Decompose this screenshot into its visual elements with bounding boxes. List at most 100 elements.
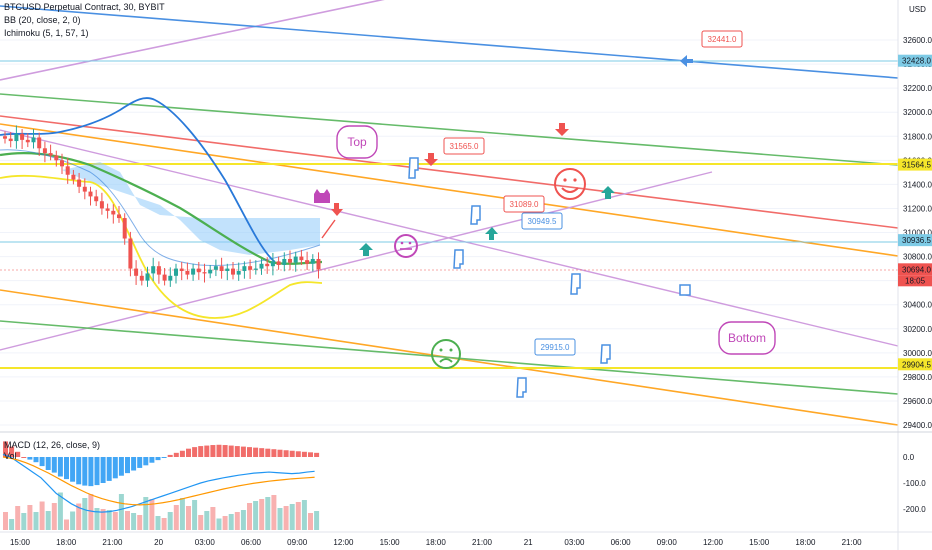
price-tag-label: 29904.5 xyxy=(902,360,931,369)
candle-body xyxy=(242,266,247,271)
volume-bar xyxy=(118,494,124,530)
macd-hist-bar xyxy=(265,448,271,457)
macd-hist-bar xyxy=(118,457,124,476)
candle-body xyxy=(316,258,321,270)
candle-body xyxy=(305,260,310,264)
volume-bar xyxy=(100,509,106,530)
candle-body xyxy=(37,137,42,149)
volume-bar xyxy=(57,492,63,530)
candle-body xyxy=(310,258,315,264)
candles xyxy=(3,125,321,287)
volume-bar xyxy=(308,513,313,530)
countdown-bg xyxy=(898,275,932,287)
pointing-hand-icon xyxy=(408,157,419,179)
macd-hist-bar xyxy=(88,457,94,487)
volume-bar xyxy=(21,513,27,530)
candle-body xyxy=(191,268,196,275)
macd-hist-bar xyxy=(21,457,27,458)
macd-hist-bar xyxy=(9,446,15,457)
candle-body xyxy=(293,256,298,263)
macd-hist-bar xyxy=(198,446,204,457)
volume-bar xyxy=(210,507,216,530)
volume-bar xyxy=(289,504,295,530)
annotation-30949: 30949.5 xyxy=(528,217,557,226)
legend-ichimoku: Ichimoku (5, 1, 57, 1) xyxy=(4,28,89,38)
y-tick-label: 31200.0 xyxy=(903,204,932,213)
arrow-down-icon-3 xyxy=(331,203,343,216)
volume-bar xyxy=(112,512,118,530)
macd-pane xyxy=(2,441,320,530)
volume-bar xyxy=(271,495,277,530)
macd-hist-bar xyxy=(289,450,295,457)
volume-bar xyxy=(277,508,283,530)
macd-hist-bar xyxy=(76,457,82,485)
volume-bar xyxy=(64,519,69,530)
candle-body xyxy=(14,133,19,142)
candle-body xyxy=(231,268,235,275)
candle-body xyxy=(145,273,150,281)
y-tick-label: 32000.0 xyxy=(903,108,932,117)
x-tick-label: 18:00 xyxy=(56,538,77,547)
macd-hist-bar xyxy=(70,457,76,482)
volume-bar xyxy=(70,511,76,530)
macd-hist-bar xyxy=(173,452,179,457)
y-tick-label: 29800.0 xyxy=(903,373,932,382)
candle-body xyxy=(219,266,224,271)
x-tick-label: 21:00 xyxy=(102,538,123,547)
pointing-hand-icon-5 xyxy=(679,284,691,296)
y-tick-label: 31000.0 xyxy=(903,229,932,238)
candle-body xyxy=(265,263,270,267)
candle-body xyxy=(48,153,53,156)
candle-body xyxy=(196,268,201,273)
x-tick-label: 09:00 xyxy=(287,538,308,547)
volume-bar xyxy=(155,516,161,530)
pointing-hand-icon-4 xyxy=(570,273,581,295)
signal-line xyxy=(2,456,315,506)
x-tick-label: 20 xyxy=(154,538,163,547)
volume-bar xyxy=(295,502,301,530)
volume-bar xyxy=(9,519,15,530)
candle-body xyxy=(288,258,292,263)
macd-hist-bar xyxy=(167,454,173,457)
volume-bar xyxy=(204,511,210,530)
macd-hist-bar xyxy=(283,450,289,457)
volume-bar xyxy=(283,506,289,530)
macd-hist-bar xyxy=(295,451,301,457)
macd-hist-bar xyxy=(179,450,185,457)
y-tick-label: 32600.0 xyxy=(903,36,932,45)
candle-body xyxy=(179,268,184,271)
annotation-31565: 31565.0 xyxy=(450,142,479,151)
y-tick-label: 30800.0 xyxy=(903,253,932,262)
time-axis: 15:00 18:00 21:00 20 03:00 06:00 09:00 12:00 15:… xyxy=(10,538,862,547)
candle-body xyxy=(105,208,110,211)
macd-hist-bar xyxy=(222,445,228,457)
macd-hist-bar xyxy=(301,451,307,457)
volume-bar xyxy=(33,512,39,530)
x-tick-label: 21 xyxy=(524,538,533,547)
macd-hist-bar xyxy=(100,457,106,483)
macd-hist-bar xyxy=(39,457,45,467)
x-tick-label: 03:00 xyxy=(195,538,216,547)
legend-vol: Vol xyxy=(4,451,17,461)
macd-hist-bar xyxy=(240,446,246,457)
candle-body xyxy=(82,186,87,192)
volume-bar xyxy=(51,503,57,530)
macd-hist-bar xyxy=(64,457,69,480)
macd-hist-bar xyxy=(143,457,149,466)
candle-body xyxy=(71,174,76,180)
volume-bar xyxy=(125,511,130,530)
price-tag-bg xyxy=(898,234,932,247)
y-tick-label: 29600.0 xyxy=(903,397,932,406)
macd-hist-bar xyxy=(228,445,234,457)
arrow-down-icon-2 xyxy=(555,123,569,136)
volume-bar xyxy=(76,503,82,530)
price-tag-label: 32428.0 xyxy=(902,57,931,66)
volume-bar xyxy=(45,511,51,530)
candle-body xyxy=(185,271,190,275)
macd-hist-bar xyxy=(15,451,21,457)
macd-hist-bar xyxy=(247,447,252,457)
macd-hist-bar xyxy=(149,457,155,463)
volume-bar xyxy=(216,518,222,530)
y-tick-label: 31800.0 xyxy=(903,132,932,141)
